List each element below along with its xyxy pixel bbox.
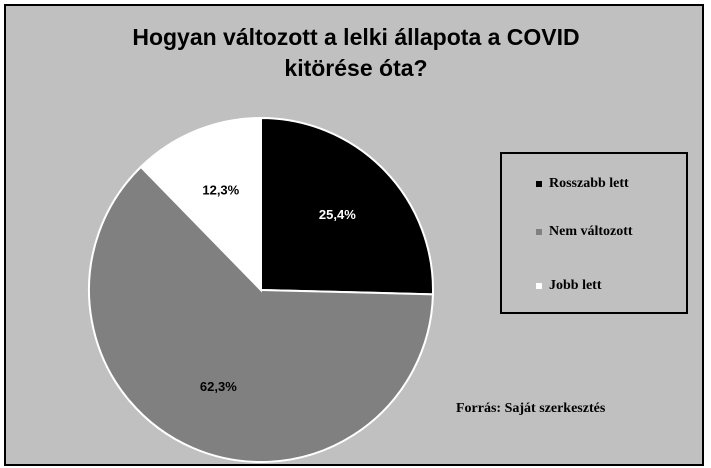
legend-box (500, 152, 688, 314)
legend-label: Rosszabb lett (549, 176, 629, 191)
legend-label: Jobb lett (549, 278, 602, 293)
legend-marker (536, 229, 542, 235)
pie-slice (139, 116, 262, 293)
chart-title: Hogyan változott a lelki állapota a COVI… (132, 24, 580, 81)
data-label: 25,4% (319, 207, 356, 222)
chart-area: Hogyan változott a lelki állapota a COVI… (4, 4, 704, 466)
legend-marker (536, 181, 542, 187)
pie-slice (88, 165, 434, 463)
data-label: 12,3% (202, 183, 239, 198)
legend-marker (536, 283, 542, 289)
pie-slice (260, 116, 434, 296)
legend-label: Nem változott (549, 224, 633, 239)
source-note: Forrás: Saját szerkesztés (456, 401, 606, 416)
chart: 25,4% 62,3% 12,3% Rosszabb lett Nem változot… (88, 116, 688, 463)
data-label: 62,3% (200, 379, 237, 394)
